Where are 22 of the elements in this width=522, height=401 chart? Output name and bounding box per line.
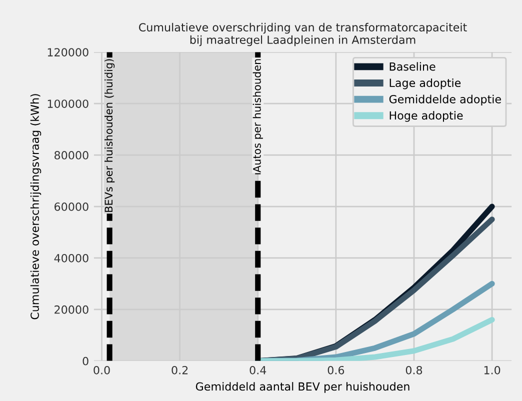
- y-tick-label: 20000: [54, 305, 88, 314]
- ref-line-label: BEVs per huishouden (huidig): [104, 59, 115, 212]
- legend-label: Lage adoptie: [390, 78, 461, 90]
- y-tick-label: 40000: [54, 254, 88, 262]
- y-tick-label: 0: [82, 356, 88, 366]
- y-tick-label: 100000: [48, 100, 88, 108]
- x-tick-label: 1.0: [484, 366, 500, 374]
- y-tick-label: 80000: [54, 151, 88, 160]
- y-tick-label: 60000: [54, 202, 88, 211]
- x-axis-title: Gemiddeld aantal BEV per huishouden: [196, 382, 410, 393]
- ref-line-label: Autos per huishouden: [252, 59, 263, 172]
- y-axis-title: Cumulatieve overschrijdingsvraag (kWh): [30, 94, 42, 320]
- chart-title: Cumulatieve overschrijding van de transformatorcapaciteit bij maatregel Laadpleinen in Amsterdam: [139, 22, 467, 46]
- x-tick-label: 0.2: [172, 366, 188, 374]
- y-tick-label: 120000: [48, 48, 88, 57]
- legend-label: Gemiddelde adoptie: [389, 94, 501, 106]
- x-tick-label: 0.8: [406, 366, 422, 374]
- x-tick-label: 0.0: [94, 366, 110, 374]
- legend-label: Baseline: [390, 62, 436, 71]
- legend-label: Hoge adoptie: [390, 111, 463, 122]
- x-tick-label: 0.4: [250, 366, 266, 374]
- x-tick-label: 0.6: [328, 366, 344, 374]
